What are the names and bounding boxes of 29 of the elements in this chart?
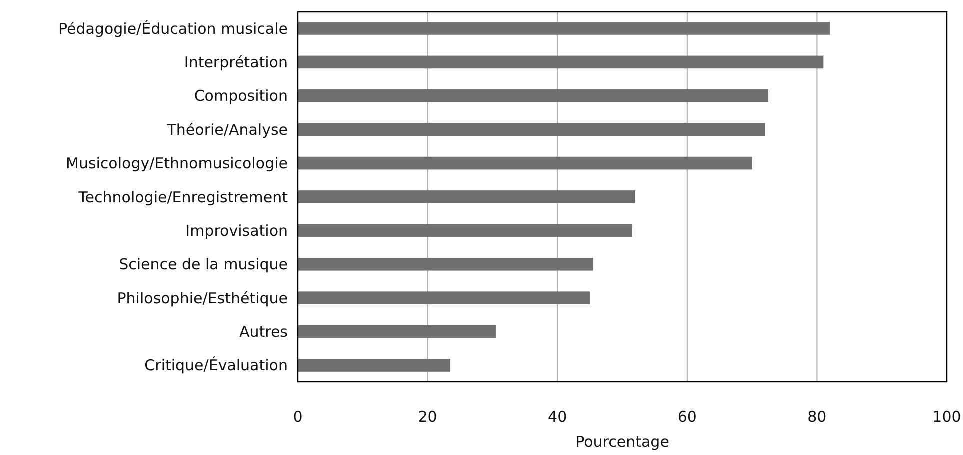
y-tick-label: Autres <box>239 323 288 342</box>
bar <box>298 224 632 238</box>
bar <box>298 90 769 102</box>
y-tick-label: Technologie/Enregistrement <box>78 188 288 206</box>
x-tick-label: 20 <box>418 408 438 426</box>
y-tick-label: Science de la musique <box>119 256 288 274</box>
y-tick-label: Théorie/Analyse <box>166 120 288 139</box>
bar <box>298 156 752 170</box>
x-tick-label: 100 <box>932 408 962 426</box>
bar <box>298 56 824 69</box>
x-tick-label: 80 <box>808 408 827 426</box>
x-tick-label: 60 <box>678 408 697 426</box>
bar <box>298 292 590 304</box>
bar <box>298 190 636 204</box>
bar <box>298 258 594 271</box>
bar <box>298 359 451 372</box>
y-tick-label: Pédagogie/Éducation musicale <box>58 20 288 38</box>
bar <box>298 325 496 338</box>
y-tick-label: Musicology/Ethnomusicologie <box>66 154 288 173</box>
y-tick-label: Interprétation <box>184 53 288 72</box>
y-tick-label: Composition <box>194 87 288 106</box>
y-tick-label: Improvisation <box>186 222 288 240</box>
bar <box>298 123 766 136</box>
y-tick-label: Critique/Évaluation <box>144 356 288 375</box>
bar <box>298 22 830 35</box>
x-tick-label: 0 <box>293 408 303 426</box>
x-axis-title: Pourcentage <box>576 433 670 451</box>
y-tick-label: Philosophie/Esthétique <box>117 289 288 308</box>
x-tick-label: 40 <box>548 408 568 426</box>
